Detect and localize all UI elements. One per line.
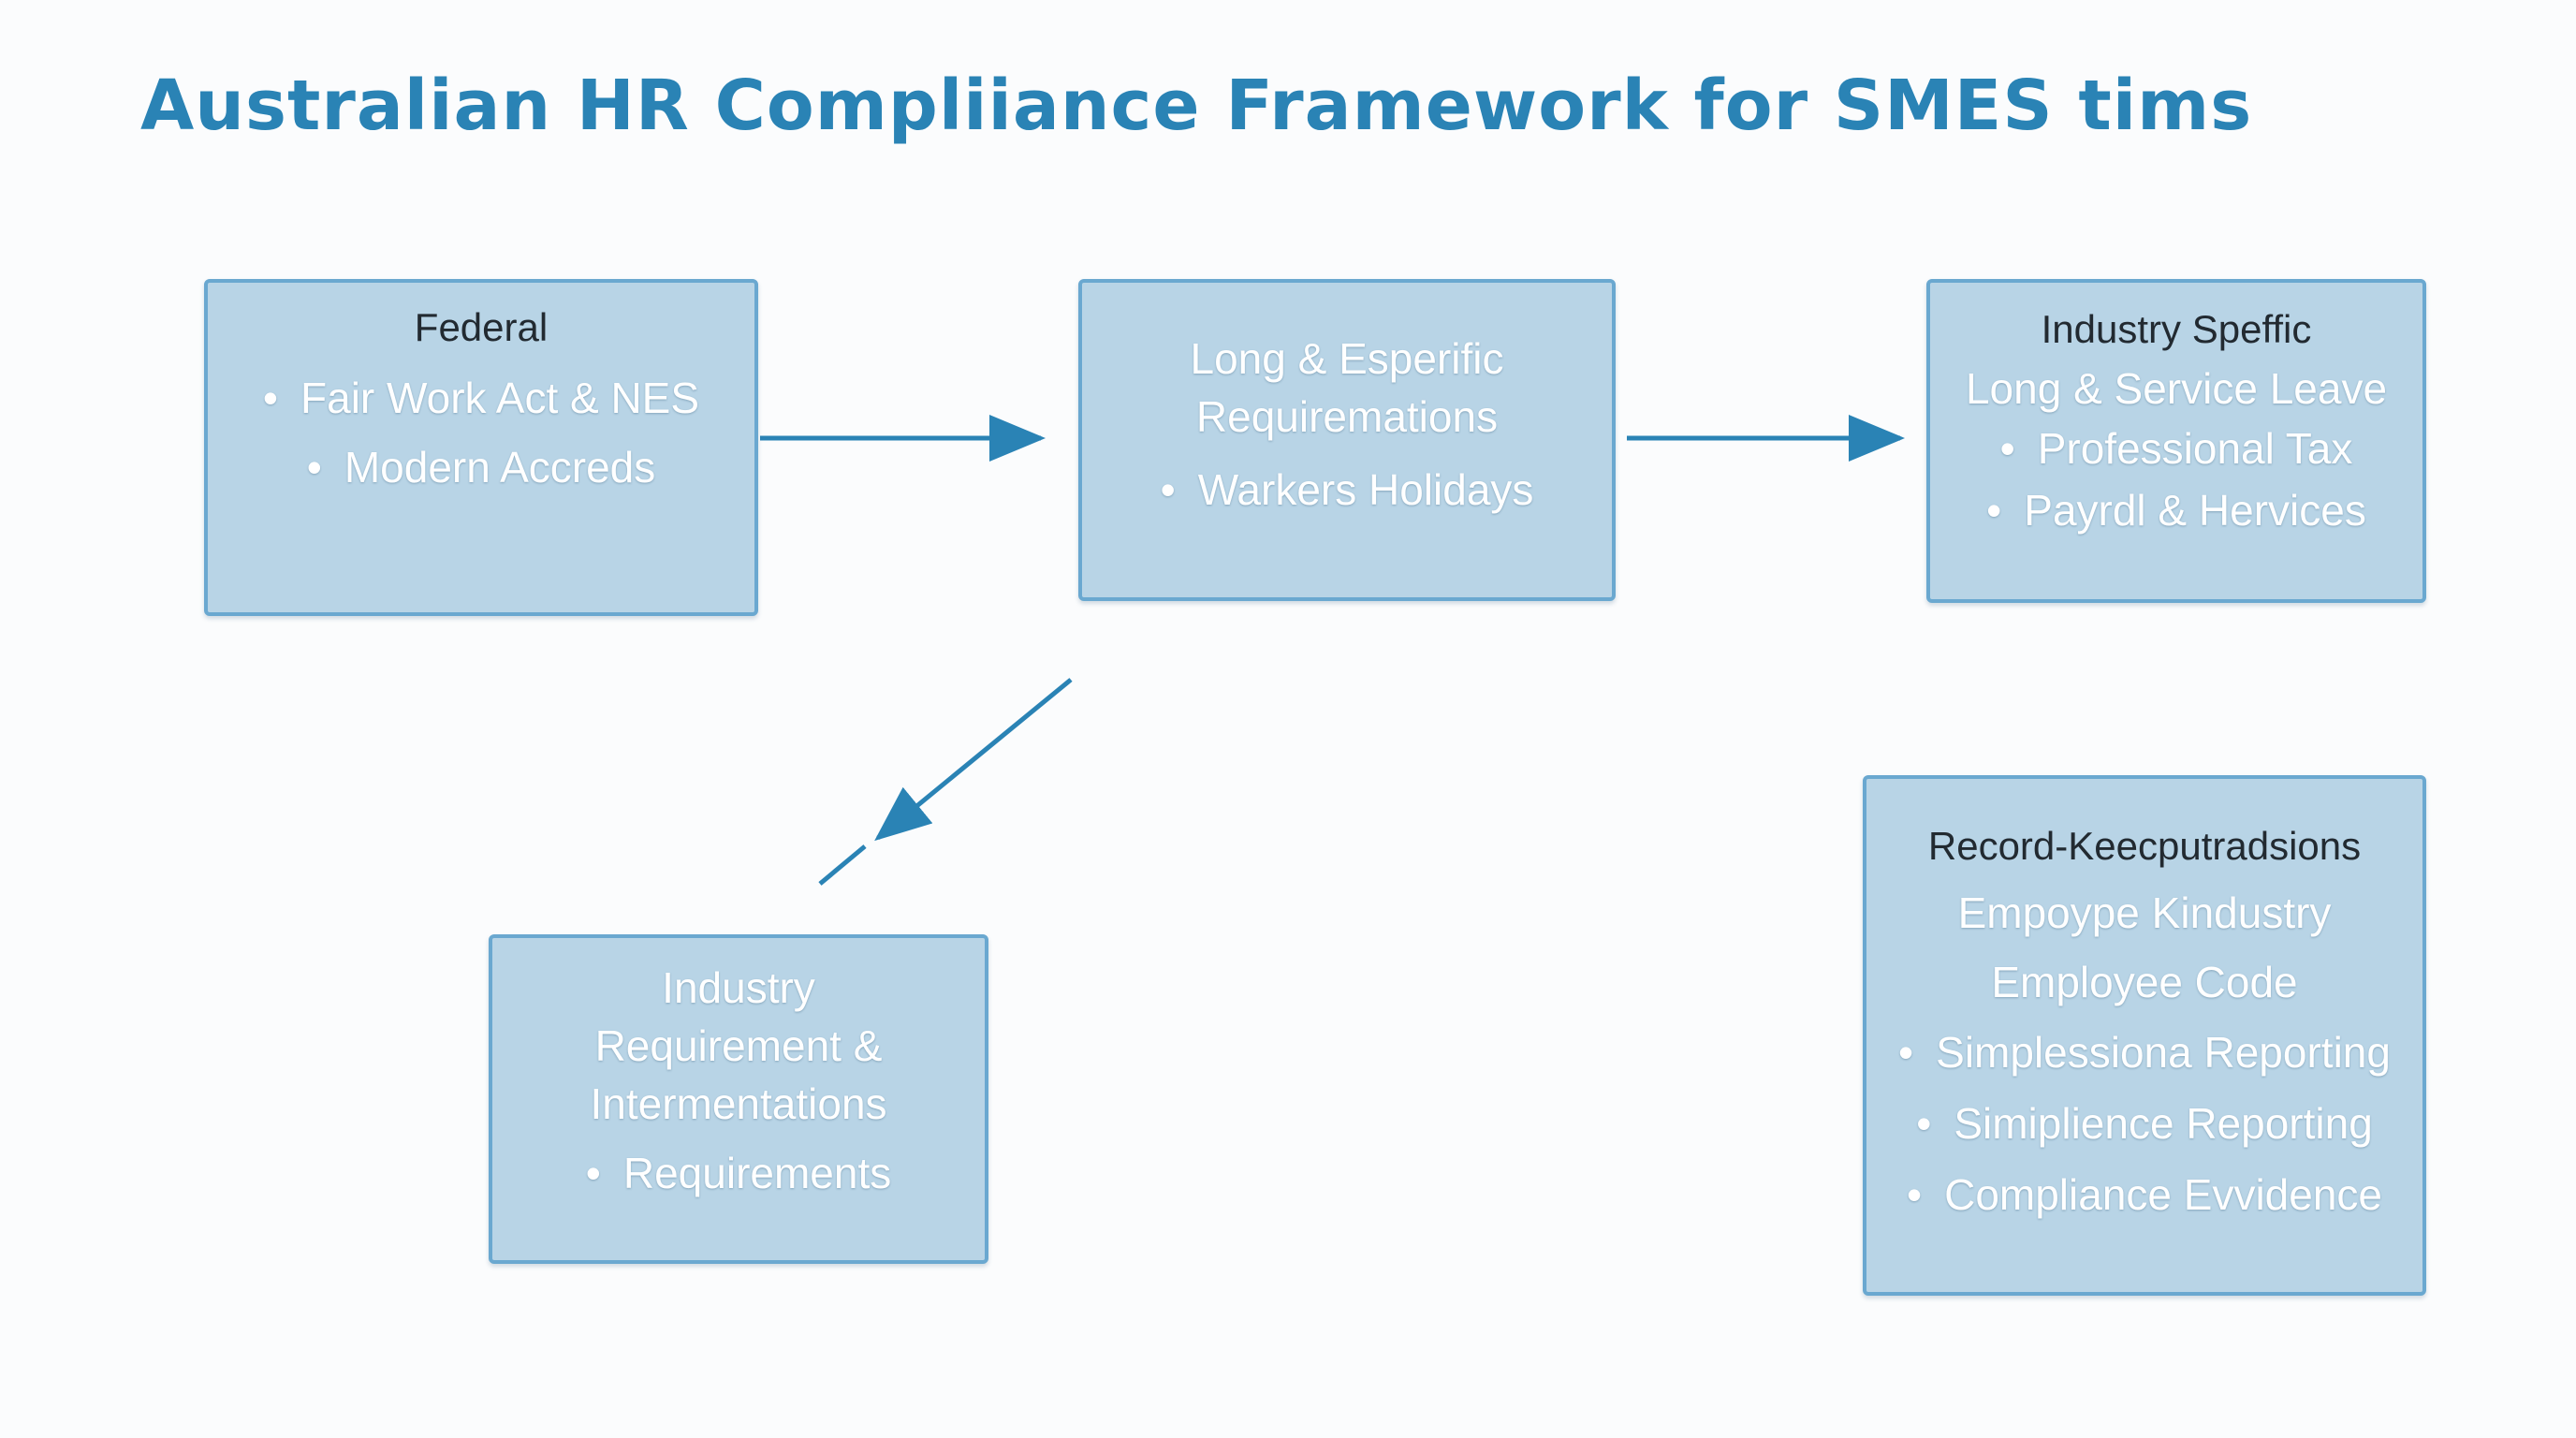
long-specific-bullet-list: Warkers Holidays	[1082, 455, 1612, 524]
long-specific-line: Requiremations	[1195, 392, 1499, 441]
record-keeping-heading: Record-Keecputradsions	[1927, 824, 2362, 868]
federal-box: Federal Fair Work Act & NES Modern Accre…	[204, 279, 758, 616]
industry-specific-bullet-list: Professional Tax Payrdl & Hervices	[1930, 418, 2422, 541]
industry-requirement-line: Intermentations	[590, 1079, 887, 1128]
record-keeping-bullet-item: Simplessiona Reporting	[1866, 1017, 2422, 1088]
federal-bullet-list: Fair Work Act & NES Modern Accreds	[208, 363, 754, 502]
long-specific-box: Long & Esperific Requiremations Warkers …	[1078, 279, 1616, 601]
long-specific-bullet-item: Warkers Holidays	[1082, 455, 1612, 524]
industry-requirement-bullet-item: Requirements	[492, 1138, 985, 1208]
arrow-dash-segment	[818, 844, 867, 886]
industry-specific-line: Long & Service Leave	[1965, 364, 2388, 413]
federal-bullet-item: Fair Work Act & NES	[208, 363, 754, 433]
record-keeping-line: Employee Code	[1991, 958, 2298, 1006]
federal-bullet-item: Modern Accreds	[208, 433, 754, 502]
record-keeping-box: Record-Keecputradsions Empoype Kindustry…	[1863, 775, 2426, 1296]
industry-specific-box: Industry Speffic Long & Service Leave Pr…	[1926, 279, 2426, 603]
industry-specific-heading: Industry Speffic	[2041, 307, 2312, 351]
federal-heading: Federal	[414, 305, 549, 349]
long-specific-line: Long & Esperific	[1190, 334, 1504, 383]
industry-requirement-bullet-list: Requirements	[492, 1138, 985, 1208]
record-keeping-bullet-item: Compliance Evvidence	[1866, 1159, 2422, 1230]
industry-specific-bullet-item: Professional Tax	[1930, 418, 2422, 479]
record-keeping-bullet-list: Simplessiona Reporting Simiplience Repor…	[1866, 1017, 2422, 1230]
record-keeping-bullet-item: Simiplience Reporting	[1866, 1088, 2422, 1159]
industry-requirement-line: Requirement &	[594, 1021, 883, 1070]
arrow-to-industry-requirement	[874, 678, 1073, 842]
industry-requirement-box: Industry Requirement & Intermentations R…	[489, 934, 988, 1264]
diagram-title: Australian HR Compliiance Framework for …	[140, 66, 2253, 146]
industry-requirement-line: Industry	[662, 963, 815, 1012]
industry-specific-bullet-item: Payrdl & Hervices	[1930, 479, 2422, 541]
record-keeping-line: Empoype Kindustry	[1957, 888, 2332, 937]
